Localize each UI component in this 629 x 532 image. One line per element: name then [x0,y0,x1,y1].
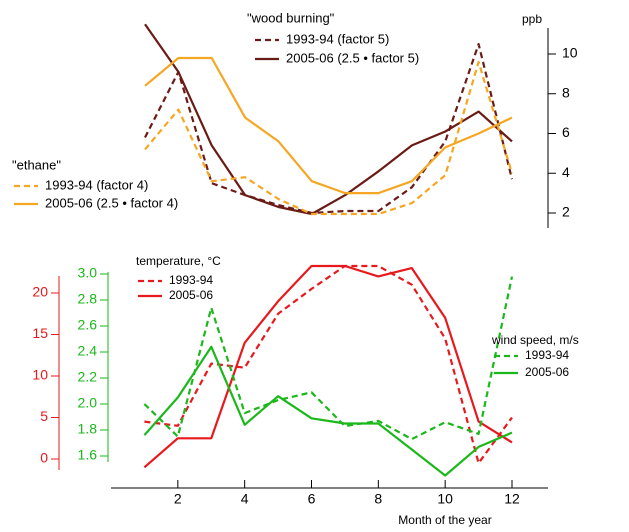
wind-tick-label: 1.6 [78,447,98,463]
month-axis-title: Month of the year [398,513,491,527]
wind-tick-label: 2.6 [78,317,98,333]
legend-label: 2005-06 (2.5 • factor 5) [286,50,419,65]
series-line [144,264,513,465]
ppb-tick-label: 6 [562,124,570,140]
series-line [144,60,514,216]
temperature-tick-label: 15 [32,325,48,341]
month-tick-label: 12 [504,491,520,507]
series-line [144,43,514,215]
wind-tick-label: 2.4 [78,343,98,359]
series-line [144,56,513,195]
wind-tick-label: 2.8 [78,291,98,307]
month-tick-label: 6 [308,491,316,507]
month-tick-label: 4 [241,491,249,507]
series-line [144,23,513,216]
ppb-tick-label: 10 [562,45,578,61]
ppb-tick-label: 4 [562,164,570,180]
legend-label: 1993-94 (factor 5) [286,31,389,46]
wind-tick-label: 2.2 [78,369,98,385]
temperature-tick-label: 0 [40,450,48,466]
legend-group-title: wind speed, m/s [491,333,579,347]
temperature-tick-label: 5 [40,408,48,424]
legend-group-title: "ethane" [12,157,61,172]
temperature-tick-label: 20 [32,284,48,300]
legend-group-title: "wood burning" [247,10,335,25]
ppb-tick-label: 8 [562,84,570,100]
temperature-tick-label: 10 [32,367,48,383]
legend-label: 2005-06 (2.5 • factor 4) [45,195,178,210]
legend-label: 2005-06 [525,365,569,379]
series-line [143,276,514,441]
legend-label: 1993-94 [169,273,213,287]
legend-label: 1993-94 [525,348,569,362]
wind-tick-label: 2.0 [78,395,98,411]
legend-group-title: temperature, °C [136,254,221,268]
ppb-axis-title: ppb [522,12,542,26]
ppb-tick-label: 2 [562,204,570,220]
series-line [143,264,513,469]
series-line [143,345,513,477]
legend-label: 2005-06 [169,288,213,302]
legend-label: 1993-94 (factor 4) [45,177,148,192]
wind-tick-label: 3.0 [78,265,98,281]
month-tick-label: 8 [374,491,382,507]
month-tick-label: 10 [437,491,453,507]
bottom-panel: 0 5 10 15 20 1.6 1.8 2.0 2.2 2.4 2.6 2.8 3.0 2 4 6 8 10 12… [32,254,578,527]
wind-tick-label: 1.8 [78,421,98,437]
month-tick-label: 2 [174,491,182,507]
top-panel: 2 4 6 8 10 ppb "wood burning" 1993-94 (factor 5… [12,10,578,228]
